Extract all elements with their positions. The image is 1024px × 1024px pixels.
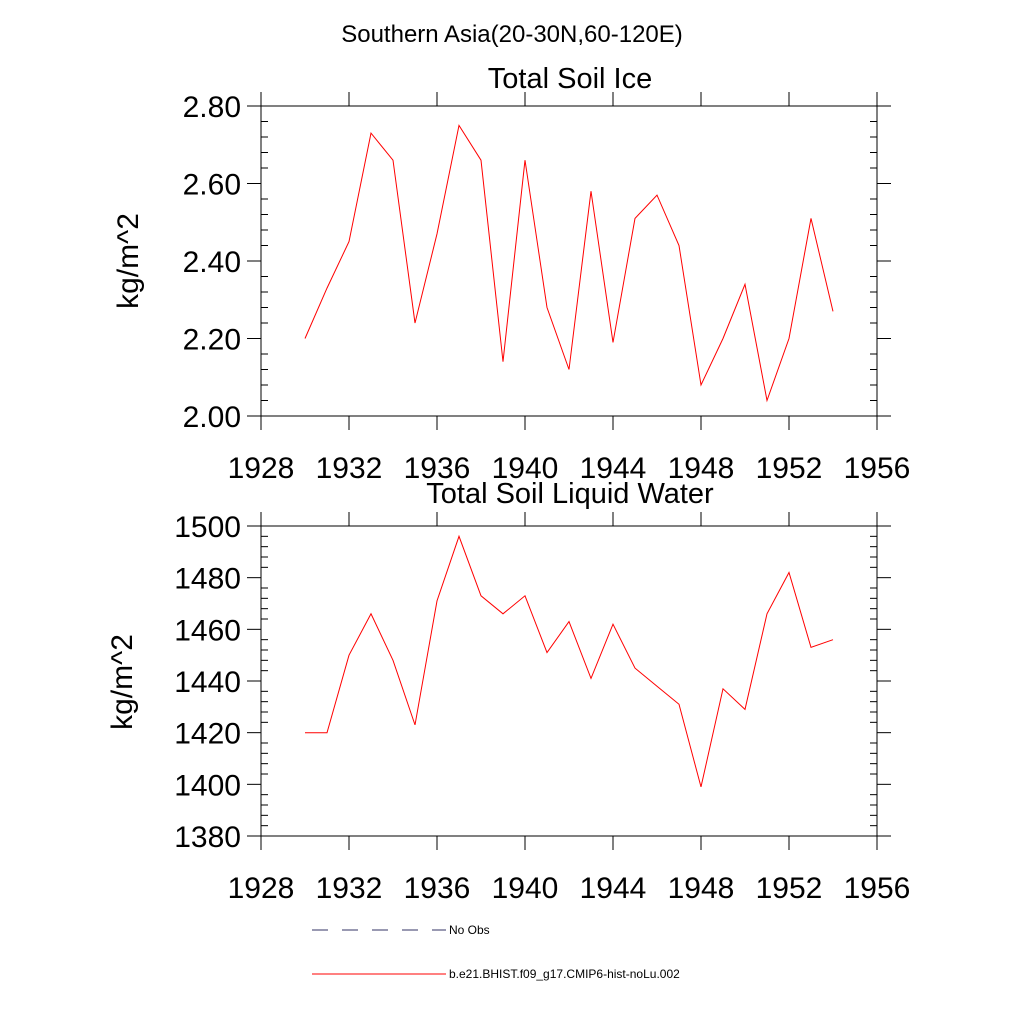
plot-frame	[260, 525, 878, 837]
legend-series-label: b.e21.BHIST.f09_g17.CMIP6-hist-noLu.002	[449, 967, 680, 981]
plot-area: 1928 1932 1936 1940 1944 1948 1952 1956 1380 1400…	[174, 511, 910, 905]
panel-soil-ice: Total Soil Ice kg/m^2 1928 1932 1936 1940 19…	[112, 63, 910, 485]
x-tick-label: 1928	[228, 872, 295, 905]
y-tick-label: 2.20	[183, 324, 241, 357]
x-tick-label: 1952	[756, 452, 823, 485]
x-tick-label: 1940	[492, 872, 559, 905]
x-tick-label: 1936	[404, 452, 471, 485]
x-tick-label: 1928	[228, 452, 295, 485]
panel-title: Total Soil Ice	[488, 63, 652, 95]
x-tick-label: 1940	[492, 452, 559, 485]
series-line	[305, 534, 834, 788]
y-tick-label: 1500	[174, 511, 241, 544]
x-tick-label: 1944	[580, 872, 647, 905]
x-tick-label: 1932	[316, 452, 383, 485]
plot-area: 1928 1932 1936 1940 1944 1948 1952 1956 2.00 2.20…	[183, 91, 911, 485]
legend: No Obs b.e21.BHIST.f09_g17.CMIP6-hist-no…	[312, 923, 680, 981]
series-line	[304, 124, 834, 403]
figure-title: Southern Asia(20-30N,60-120E)	[341, 21, 683, 48]
x-tick-label: 1944	[580, 452, 647, 485]
y-tick-label: 1480	[174, 563, 241, 596]
y-tick-label: 1400	[174, 769, 241, 802]
y-tick-label: 2.40	[183, 246, 241, 279]
x-tick-label: 1936	[404, 872, 471, 905]
x-tick-label: 1956	[844, 872, 911, 905]
panel-soil-liquid-water: Total Soil Liquid Water kg/m^2 1928 1932 1…	[106, 478, 910, 905]
y-axis-label: kg/m^2	[106, 634, 139, 730]
y-tick-label: 2.60	[183, 169, 241, 202]
y-axis-label: kg/m^2	[112, 213, 145, 309]
legend-no-obs-label: No Obs	[449, 923, 490, 937]
x-tick-label: 1952	[756, 872, 823, 905]
x-tick-label: 1948	[668, 872, 735, 905]
y-tick-label: 1380	[174, 821, 241, 854]
x-tick-label: 1956	[844, 452, 911, 485]
y-tick-label: 1420	[174, 718, 241, 751]
y-tick-label: 2.00	[183, 401, 241, 434]
y-tick-label: 1440	[174, 666, 241, 699]
y-tick-label: 2.80	[183, 91, 241, 124]
x-tick-label: 1948	[668, 452, 735, 485]
panel-title: Total Soil Liquid Water	[426, 478, 714, 510]
y-tick-label: 1460	[174, 614, 241, 647]
x-tick-label: 1932	[316, 872, 383, 905]
